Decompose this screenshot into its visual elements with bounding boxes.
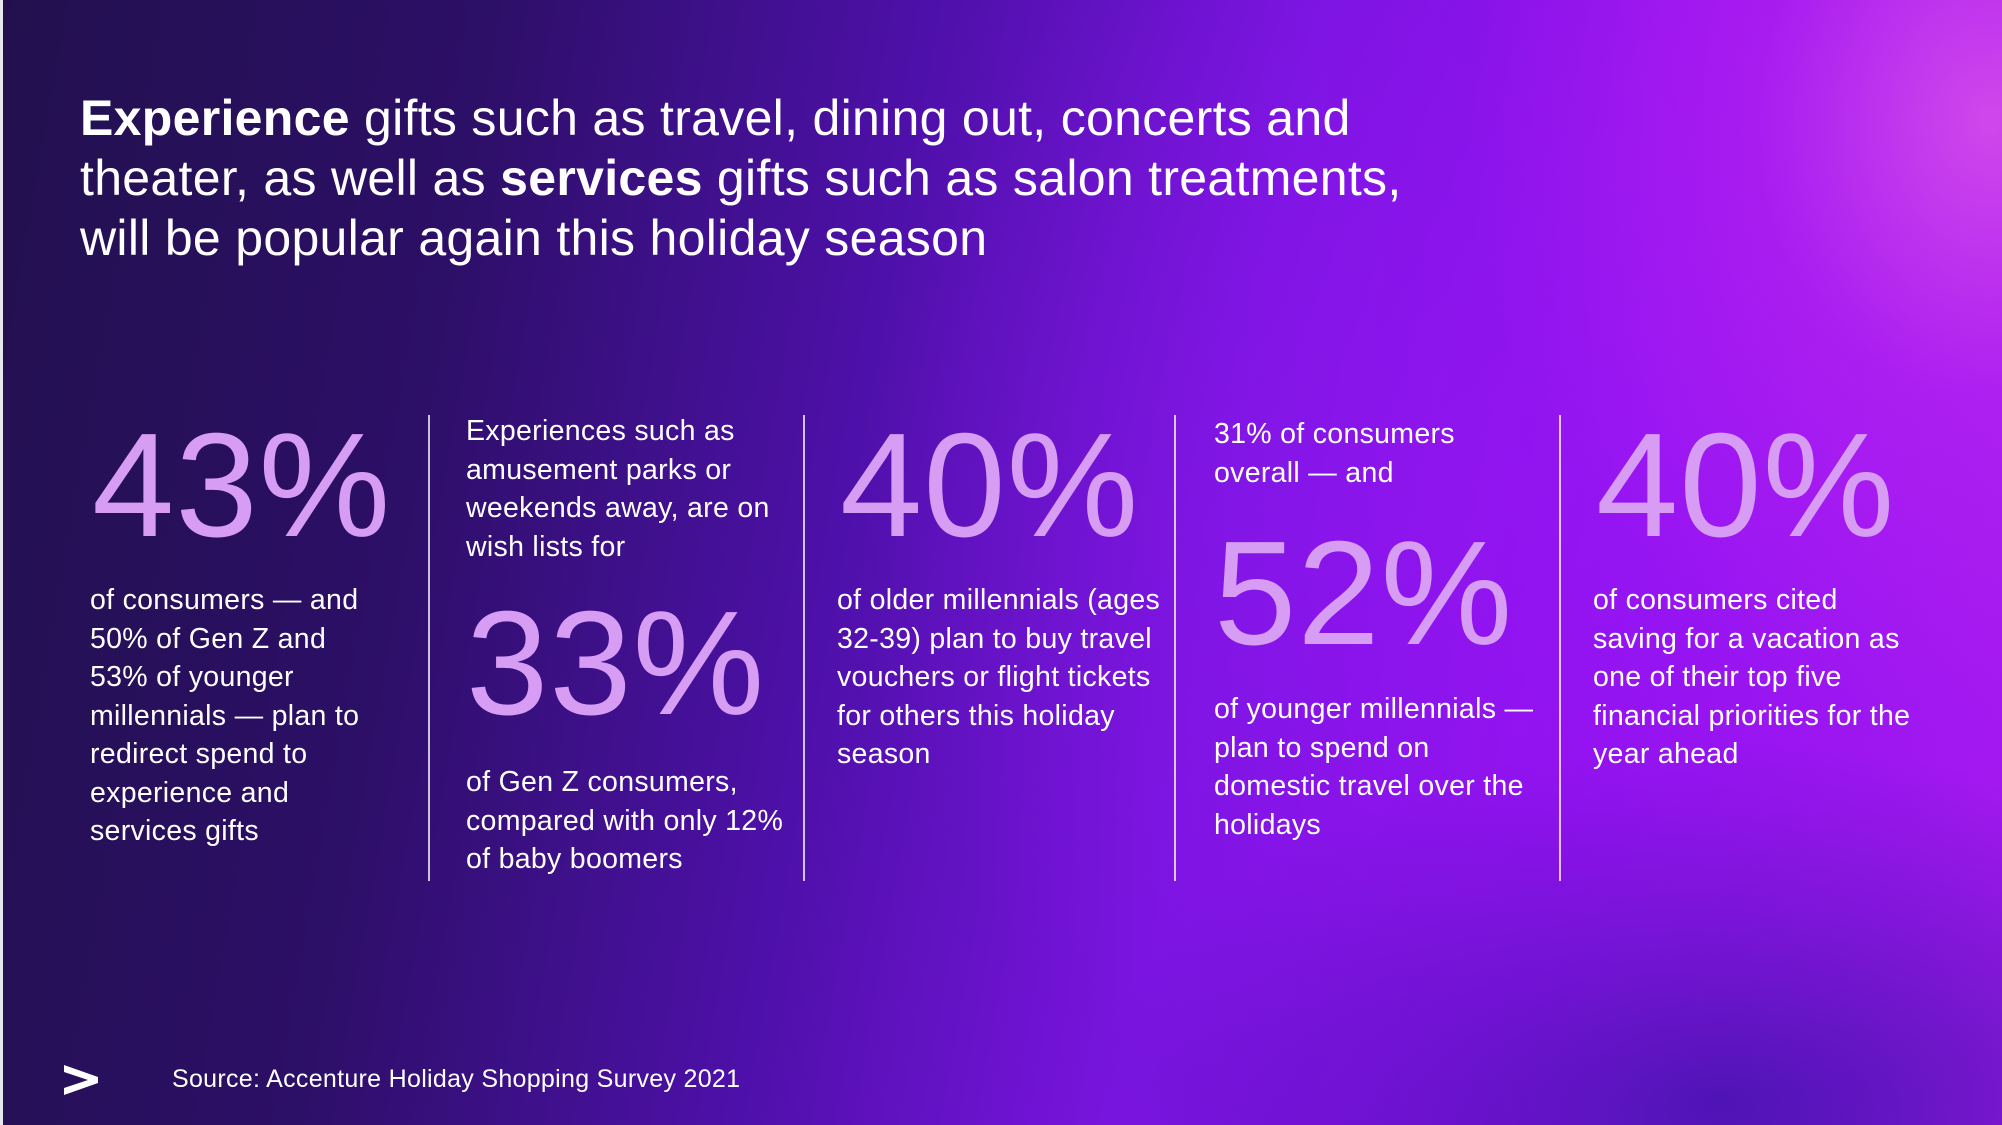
stat-1-description: of consumers — and 50% of Gen Z and 53% … (90, 584, 360, 847)
column-divider (1174, 415, 1176, 881)
stat-4-value: 52% (1214, 511, 1514, 676)
stat-3-description: of older millennials (ages 32-39) plan t… (837, 584, 1161, 770)
headline-text-part2: gifts such as salon treatments, will be … (80, 150, 1402, 266)
accenture-greater-than-icon (64, 1065, 98, 1095)
stat-5-value: 40% (1596, 403, 1896, 568)
headline-text-part1: gifts such as travel, dining out, concer… (80, 90, 1351, 206)
stat-2-description: of Gen Z consumers, compared with only 1… (466, 766, 784, 875)
headline-bold-experience: Experience (80, 90, 350, 146)
column-divider (1559, 415, 1561, 881)
column-divider (428, 415, 430, 881)
stat-2-intro: Experiences such as amusement parks or w… (466, 415, 770, 563)
stat-4-description: of younger millennials — plan to spend o… (1214, 693, 1534, 841)
stat-2-value: 33% (466, 581, 766, 746)
headline: Experience gifts such as travel, dining … (80, 88, 1480, 268)
source-citation: Source: Accenture Holiday Shopping Surve… (172, 1065, 741, 1093)
stat-1-value: 43% (92, 403, 392, 568)
stat-3-value: 40% (840, 403, 1140, 568)
headline-bold-services: services (500, 150, 703, 206)
stat-5-description: of consumers cited saving for a vacation… (1593, 584, 1911, 770)
left-edge-line (0, 0, 3, 1125)
stat-4-intro: 31% of consumers overall — and (1214, 418, 1455, 489)
column-divider (803, 415, 805, 881)
